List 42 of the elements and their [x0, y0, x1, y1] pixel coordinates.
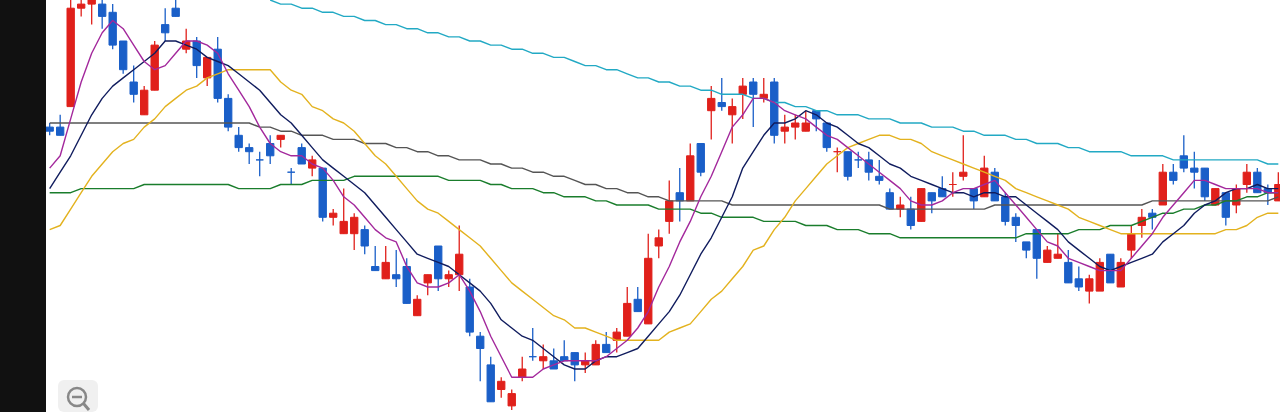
candlestick — [381, 245, 390, 280]
candlestick — [738, 77, 747, 120]
candlestick — [371, 245, 380, 272]
candlestick — [350, 212, 359, 251]
candlestick — [245, 142, 254, 165]
candlestick — [759, 77, 768, 104]
candlestick — [665, 179, 674, 235]
candlestick — [56, 114, 65, 136]
candlestick — [749, 77, 758, 128]
candlestick — [633, 286, 642, 313]
candlestick — [255, 151, 264, 177]
candlestick — [875, 159, 884, 186]
candlestick — [959, 134, 968, 182]
candlestick — [497, 376, 506, 399]
candlestick — [339, 187, 348, 235]
candlestick — [938, 175, 947, 198]
candlestick — [906, 196, 915, 231]
candlestick — [423, 274, 432, 296]
candlestick — [507, 388, 516, 410]
candlestick — [654, 228, 663, 259]
candlestick — [539, 343, 548, 370]
candlestick — [717, 77, 726, 112]
candlestick — [266, 134, 275, 165]
candlestick — [612, 327, 621, 354]
candlestick — [161, 7, 170, 42]
candlestick — [129, 64, 138, 104]
candlestick — [413, 294, 422, 317]
candlestick — [360, 224, 369, 255]
candlestick — [518, 356, 527, 382]
candlestick — [1127, 224, 1136, 259]
candlestick — [728, 97, 737, 145]
candlestick — [1169, 163, 1178, 186]
candlestick — [675, 167, 684, 223]
candlestick — [780, 114, 789, 145]
candlestick — [203, 56, 212, 87]
candlestick — [602, 331, 611, 354]
candlestick — [455, 224, 464, 292]
candlestick — [927, 192, 936, 214]
candlestick — [1242, 163, 1251, 194]
candlestick — [234, 126, 243, 153]
candlestick — [476, 331, 485, 382]
candlestick — [707, 85, 716, 141]
